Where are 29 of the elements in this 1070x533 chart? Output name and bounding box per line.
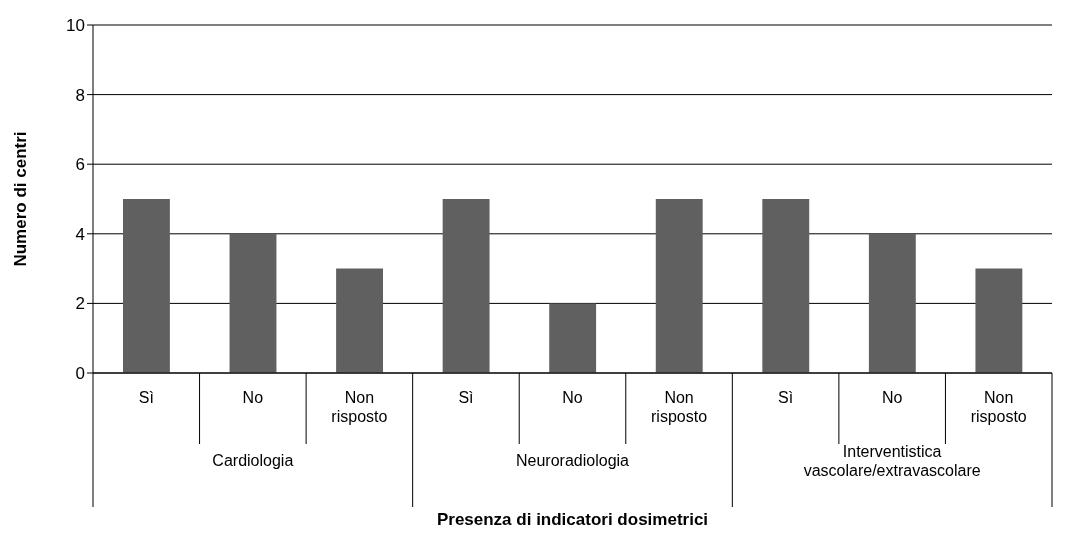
x-axis-title: Presenza di indicatori dosimetrici <box>436 510 709 529</box>
text: Neuroradiologia <box>516 452 630 469</box>
y-tick-label: 0 <box>75 364 85 384</box>
x-tick-label: No <box>242 389 264 406</box>
x-tick-label: No <box>562 389 583 406</box>
x-tick-label: Non risposto <box>331 389 388 425</box>
bar <box>655 199 703 373</box>
bar <box>336 268 383 373</box>
y-tick-label: 2 <box>75 294 85 314</box>
x-tick-label: Sì <box>778 389 794 406</box>
text: Cardiologia <box>212 452 294 469</box>
x-tick-label: Sì <box>138 389 154 406</box>
bar <box>975 268 1023 373</box>
x-tick-label: Non risposto <box>970 389 1027 425</box>
x-tick-label: Non risposto <box>651 389 708 425</box>
x-tick-label: No <box>881 389 903 406</box>
y-tick-label: 10 <box>66 16 85 36</box>
y-tick-label: 6 <box>75 155 85 175</box>
text: Interventistica vascolare/extravascolare <box>803 442 981 479</box>
y-tick-label: 4 <box>75 224 85 244</box>
bar <box>868 233 916 373</box>
bar <box>123 199 170 373</box>
bar <box>762 199 810 373</box>
bar <box>442 199 490 373</box>
bar <box>229 233 277 373</box>
y-tick-label: 8 <box>75 85 85 105</box>
x-tick-label: Sì <box>458 389 474 406</box>
bar <box>549 303 597 373</box>
y-axis-title: Numero di centri <box>11 131 31 267</box>
